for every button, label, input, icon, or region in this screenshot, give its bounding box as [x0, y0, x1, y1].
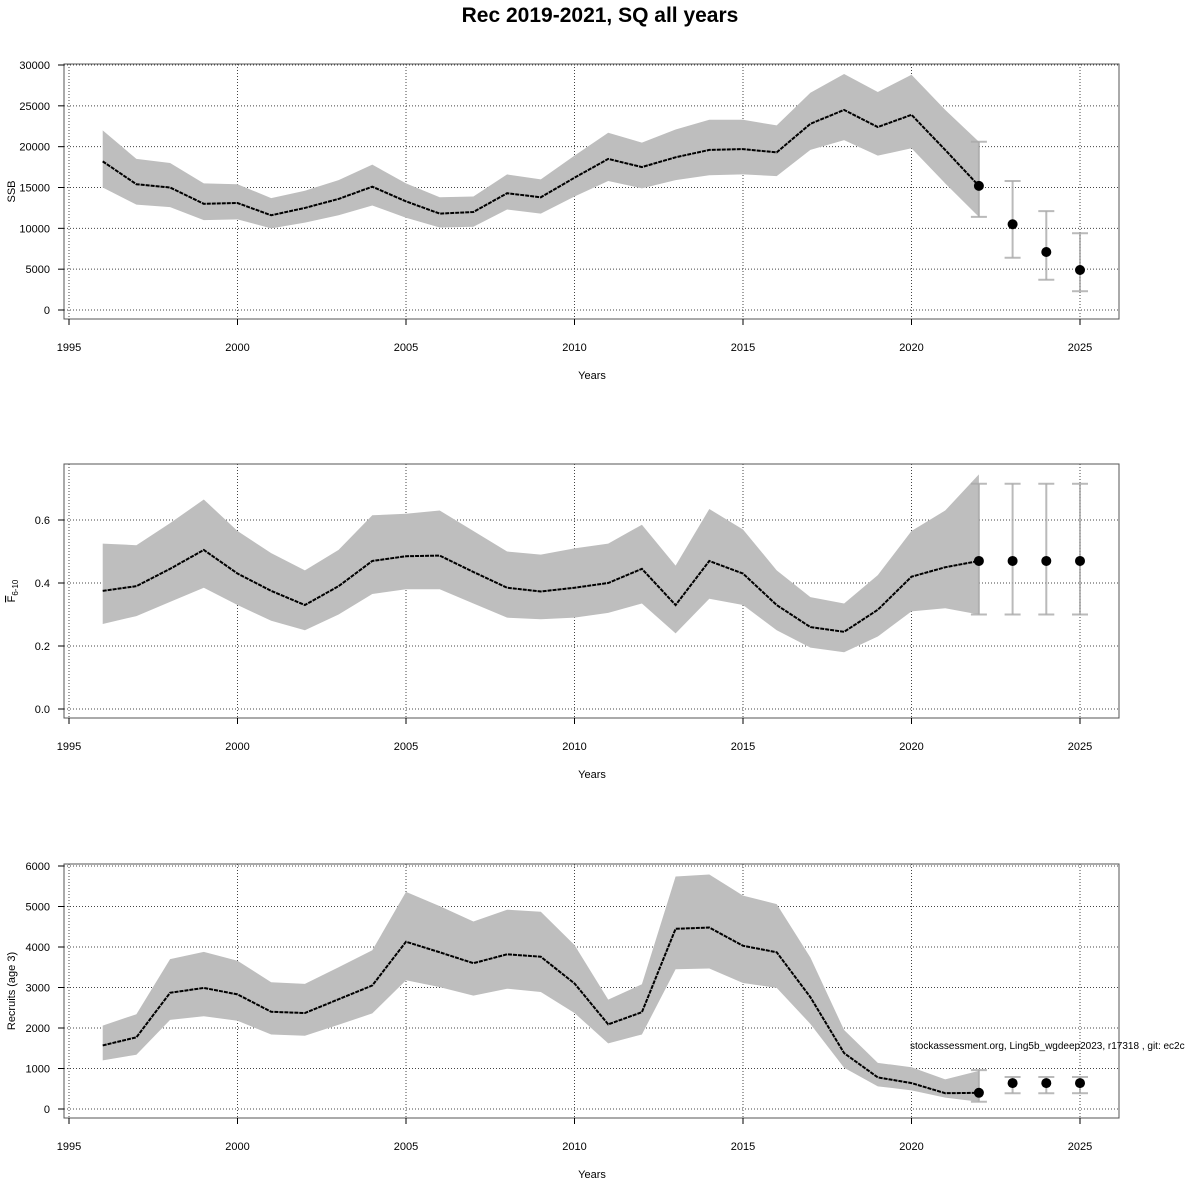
y-tick-label: 20000	[19, 142, 50, 154]
y-tick-label: 0.4	[35, 578, 50, 590]
x-axis-label: Years	[578, 769, 606, 781]
y-axis-label-main: F	[6, 595, 18, 602]
estimate-line	[102, 926, 979, 1095]
y-tick-label: 5000	[26, 264, 50, 276]
y-tick-label: 0.0	[35, 704, 50, 716]
y-axis-label-main: SSB	[6, 180, 18, 202]
x-axis-label: Years	[578, 1169, 606, 1181]
estimate-line	[102, 108, 980, 217]
y-axis-label: SSB	[6, 180, 18, 202]
y-tick-label: 1000	[26, 1064, 50, 1076]
y-tick-label: 0.6	[35, 515, 50, 527]
forecast-point	[1007, 1078, 1018, 1089]
forecast-point	[973, 180, 984, 191]
y-tick-label: 25000	[19, 101, 50, 113]
y-axis-label-subscript: 6-10	[11, 579, 20, 596]
panel-2: 1995 2000 2005 2010 2015 2020 2025 0.0 0.2 0.4 0.6…	[6, 463, 1120, 781]
x-tick-label: 2005	[394, 741, 418, 753]
x-tick-label: 2020	[899, 1141, 923, 1153]
confidence-band	[102, 874, 979, 1102]
x-tick-label: 2005	[394, 342, 418, 354]
x-tick-label: 2010	[562, 342, 586, 354]
y-tick-label: 3000	[26, 983, 50, 995]
forecast-point	[973, 1087, 984, 1098]
y-tick-label: 0	[44, 305, 50, 317]
forecast-point	[973, 555, 984, 566]
x-tick-label: 2025	[1068, 342, 1092, 354]
y-tick-label: 0.2	[35, 641, 50, 653]
x-tick-label: 1995	[57, 1141, 81, 1153]
plot-frame	[63, 463, 1120, 719]
x-tick-label: 2025	[1068, 741, 1092, 753]
x-tick-label: 2025	[1068, 1141, 1092, 1153]
confidence-band	[102, 474, 979, 653]
y-tick-label: 15000	[19, 183, 50, 195]
x-tick-label: 1995	[57, 342, 81, 354]
panel-3: 1995 2000 2005 2010 2015 2020 2025 0 1000 2000 300…	[6, 861, 1120, 1181]
forecast-point	[1041, 555, 1052, 566]
x-tick-label: 1995	[57, 741, 81, 753]
y-tick-label: 4000	[26, 942, 50, 954]
y-tick-label: 30000	[19, 60, 50, 72]
y-tick-label: 5000	[26, 902, 50, 914]
footer-note: stockassessment.org, Ling5b_wgdeep2023, …	[910, 1041, 1185, 1052]
forecast-point	[1075, 264, 1085, 275]
x-tick-label: 2000	[225, 342, 249, 354]
y-tick-label: 6000	[26, 861, 50, 873]
x-tick-label: 2015	[731, 741, 755, 753]
y-axis-label: F6-10	[6, 579, 20, 602]
chart-title: Rec 2019-2021, SQ all years	[461, 4, 739, 27]
x-tick-label: 2000	[225, 1141, 249, 1153]
confidence-band	[102, 73, 979, 229]
forecast-point	[1041, 1078, 1052, 1089]
forecast-point	[1007, 555, 1018, 566]
forecast-point	[1075, 1078, 1085, 1089]
x-tick-label: 2005	[394, 1141, 418, 1153]
x-tick-label: 2010	[562, 741, 586, 753]
plot-frame	[63, 863, 1120, 1119]
forecast-point	[1041, 247, 1052, 258]
x-tick-label: 2020	[899, 741, 923, 753]
x-tick-label: 2020	[899, 342, 923, 354]
y-tick-label: 2000	[26, 1023, 50, 1035]
forecast-point	[1007, 219, 1018, 230]
estimate-line	[102, 548, 980, 633]
x-tick-label: 2015	[731, 1141, 755, 1153]
y-axis-label: Recruits (age 3)	[6, 952, 18, 1030]
forecast-point	[1075, 555, 1085, 566]
y-tick-label: 0	[44, 1104, 50, 1116]
x-tick-label: 2010	[562, 1141, 586, 1153]
x-tick-label: 2015	[731, 342, 755, 354]
x-tick-label: 2000	[225, 741, 249, 753]
y-axis-label-main: Recruits (age 3)	[6, 952, 18, 1030]
x-axis-label: Years	[578, 370, 606, 382]
panel-1: 1995 2000 2005 2010 2015 2020 2025 0 5000 10000 15…	[6, 60, 1120, 382]
plot-frame	[63, 63, 1120, 320]
y-tick-label: 10000	[19, 223, 50, 235]
